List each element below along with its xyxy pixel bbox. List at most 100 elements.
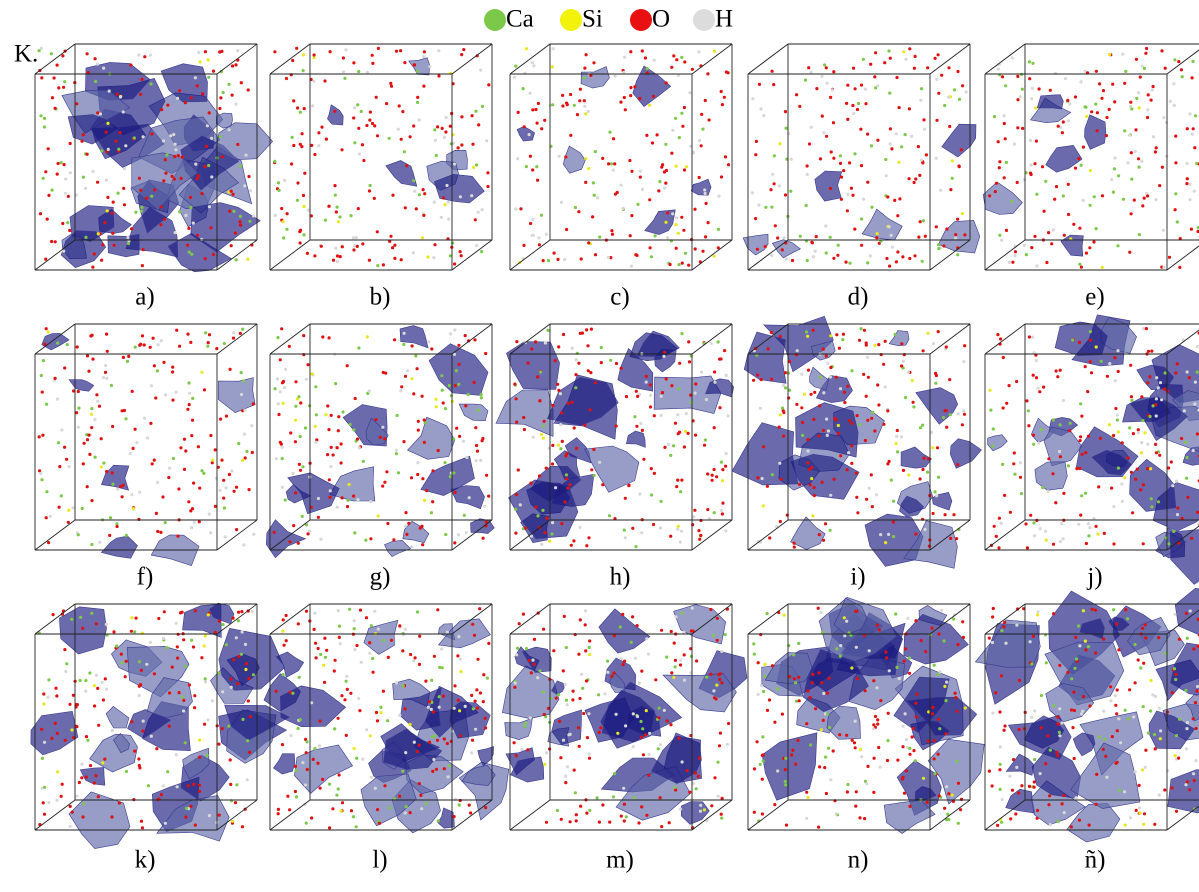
legend-swatch [484,9,506,31]
atom [902,50,905,53]
atom [885,174,888,177]
atom [558,720,561,723]
atom [457,344,460,347]
atom [862,58,865,61]
atom [870,206,873,209]
atom [1154,443,1157,446]
atom [1188,112,1191,115]
atom [588,809,591,812]
isosurface [459,404,488,421]
atom [460,115,463,118]
atom [432,710,435,713]
atom [204,50,207,53]
atom [660,629,663,632]
atom [232,193,235,196]
atom [1097,485,1100,488]
atom [88,453,91,456]
atom [1036,613,1039,616]
atom [529,155,532,158]
atom [784,193,787,196]
atom [934,372,937,375]
box-edge [692,44,732,74]
atom [437,449,440,452]
atom [890,479,893,482]
atom [711,474,714,477]
atom [898,106,901,109]
atom [1130,107,1133,110]
atom [353,627,356,630]
atom [1185,727,1188,730]
atom [187,227,190,230]
panels: a)b)c)d)e)f)g)h)i)j)k)l)m)n)ñ) [31,44,1199,874]
atom [762,504,765,507]
atom [388,806,391,809]
atom [822,391,825,394]
atom [381,426,384,429]
atom [160,339,163,342]
atom [403,332,406,335]
atom [569,134,572,137]
atom [222,479,225,482]
atom [1016,75,1019,78]
atom [1034,106,1037,109]
atom [1145,47,1148,50]
atom [850,187,853,190]
atom [447,217,450,220]
atom [471,739,474,742]
atom [141,264,144,267]
atom [522,416,525,419]
isosurface [916,388,958,425]
atom [791,749,794,752]
atom [592,181,595,184]
atom [762,690,765,693]
atom [416,461,419,464]
atom [41,434,44,437]
atom [679,808,682,811]
atom [343,77,346,80]
atom [935,78,938,81]
atom [623,660,626,663]
atom [297,727,300,730]
atom [662,355,665,358]
atom [372,671,375,674]
atom [362,460,365,463]
atom [441,389,444,392]
panel-label: b) [370,284,391,311]
atom [189,341,192,344]
atom [377,514,380,517]
atom [574,373,577,376]
atom [1020,784,1023,787]
atom [122,356,125,359]
atom [299,718,302,721]
atom [133,630,136,633]
atom [1084,451,1087,454]
atom [335,210,338,213]
atom [674,659,677,662]
atom [155,512,158,515]
atom [704,99,707,102]
atom [846,193,849,196]
atom [317,131,320,134]
atom [554,359,557,362]
simulation-box: c) [510,44,732,311]
atom [1014,812,1017,815]
atom [86,485,89,488]
atom [431,500,434,503]
atom [721,512,724,515]
atom [1185,456,1188,459]
atom [416,70,419,73]
atom [55,799,58,802]
atom [244,456,247,459]
atom [227,83,230,86]
atom [652,95,655,98]
atom [97,795,100,798]
atom [467,393,470,396]
atom [779,478,782,481]
atom [914,759,917,762]
atom [1021,127,1024,130]
atom [43,125,46,128]
atom [404,206,407,209]
atom [910,135,913,138]
atom [783,236,786,239]
atom [553,252,556,255]
